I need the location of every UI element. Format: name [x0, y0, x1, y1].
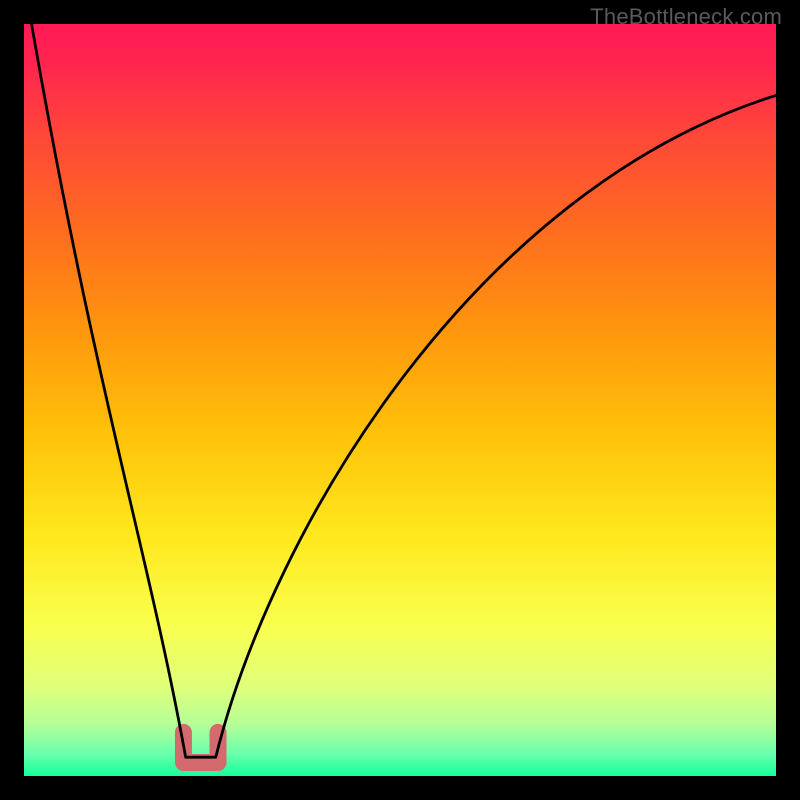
bottleneck-chart: [24, 24, 776, 776]
watermark-text: TheBottleneck.com: [590, 4, 782, 30]
chart-container: TheBottleneck.com: [0, 0, 800, 800]
gradient-background: [24, 24, 776, 776]
plot-frame: [24, 24, 776, 776]
